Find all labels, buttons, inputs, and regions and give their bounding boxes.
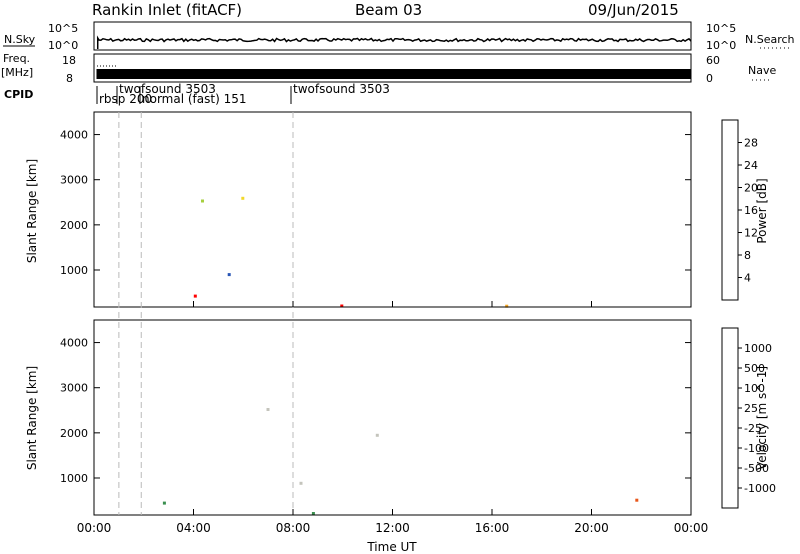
- echo-cell: [299, 481, 303, 485]
- y-tick-label: 1000: [60, 264, 88, 277]
- y-tick-label: 2000: [60, 219, 88, 232]
- echo-cell: [241, 196, 245, 200]
- colorbar-tick-label: 20: [744, 182, 758, 195]
- colorbar-tick-label: 25: [744, 402, 758, 415]
- echo-cell: [635, 498, 639, 502]
- echo-cell: [227, 273, 231, 277]
- velocity-ylabel: Slant Range [km]: [25, 366, 39, 470]
- x-tick-label: 16:00: [475, 521, 510, 535]
- nave-tick-bottom: 0: [706, 72, 713, 85]
- colorbar-tick-label: -1000: [744, 482, 776, 495]
- x-tick-label: 04:00: [176, 521, 211, 535]
- time-axis-label: Time UT: [366, 540, 417, 554]
- x-tick-label: 00:00: [674, 521, 709, 535]
- x-tick-label: 00:00: [77, 521, 112, 535]
- colorbar-tick-label: 500: [744, 362, 765, 375]
- y-tick-label: 4000: [60, 129, 88, 142]
- colorbar-tick-label: -500: [744, 462, 769, 475]
- echo-cell: [201, 199, 204, 203]
- cpid-change-lines: [118, 112, 294, 515]
- nsearch-tick-top: 10^5: [706, 22, 736, 35]
- y-tick-label: 4000: [60, 337, 88, 350]
- colorbar-tick-label: -25: [744, 422, 762, 435]
- cpid-row: CPID rbsp 200 twofsound 3503 normal (fas…: [4, 82, 390, 106]
- power-ylabel: Slant Range [km]: [25, 159, 39, 263]
- cpid-entry-2: twofsound 3503: [119, 82, 216, 96]
- power-colorbar-label: Power [dB]: [755, 178, 769, 243]
- colorbar-tick-label: 28: [744, 137, 758, 150]
- velocity-range-axis: 1000 2000 3000 4000: [60, 337, 691, 485]
- colorbar-tick-label: 24: [744, 159, 758, 172]
- station-title: Rankin Inlet (fitACF): [92, 1, 242, 19]
- freq-label-2: [MHz]: [1, 66, 33, 79]
- y-tick-label: 1000: [60, 472, 88, 485]
- nsearch-label: N.Search: [745, 33, 795, 46]
- velocity-panel: 1000 2000 3000 4000 Slant Range [km]: [25, 319, 692, 516]
- colorbar-tick-label: 100: [744, 382, 765, 395]
- x-tick-label: 20:00: [574, 521, 609, 535]
- freq-label-1: Freq.: [3, 52, 30, 65]
- y-tick-label: 3000: [60, 382, 88, 395]
- power-colorbar: 28 24 20 16 12 8 4: [721, 119, 758, 301]
- nsky-label: N.Sky: [4, 33, 36, 46]
- velocity-echo-cells: [162, 408, 639, 515]
- colorbar-tick-label: 12: [744, 227, 758, 240]
- nave-label: Nave: [748, 64, 776, 77]
- echo-cell: [375, 433, 379, 437]
- colorbar-tick-label: 4: [744, 272, 751, 285]
- x-tick-label: 08:00: [276, 521, 311, 535]
- cpid-label: CPID: [4, 88, 33, 101]
- colorbar-tick-label: 1000: [744, 342, 772, 355]
- y-tick-label: 3000: [60, 174, 88, 187]
- colorbar-frame: [721, 327, 739, 509]
- colorbar-tick-label: 16: [744, 204, 758, 217]
- velocity-colorbar: 1000 500 100 25 -25 -100 -500 -1000: [721, 327, 776, 509]
- nsky-tick-bottom: 10^0: [48, 39, 78, 52]
- nsearch-tick-bottom: 10^0: [706, 39, 736, 52]
- colorbar-tick-label: 8: [744, 249, 751, 262]
- colorbar-tick-label: -100: [744, 442, 769, 455]
- freq-panel: Freq. [MHz] 18 8 60 0 Nave: [1, 52, 776, 85]
- cpid-entry-1: rbsp 200: [99, 92, 152, 106]
- echo-cell: [162, 501, 166, 505]
- time-axis: 00:00 04:00 08:00 12:00 16:00 20:00 00:00: [77, 301, 709, 535]
- echo-cell: [340, 304, 344, 308]
- cpid-entry-4: twofsound 3503: [293, 82, 390, 96]
- cpid-entry-3: normal (fast) 151: [142, 92, 246, 106]
- echo-cell: [193, 294, 197, 298]
- echo-cell: [505, 304, 509, 308]
- colorbar-frame: [721, 119, 739, 301]
- nsky-trace: [96, 35, 692, 49]
- nave-tick-top: 60: [706, 54, 720, 67]
- echo-cell: [311, 512, 315, 515]
- nave-trace: [96, 69, 692, 79]
- y-tick-label: 2000: [60, 427, 88, 440]
- nsky-tick-top: 10^5: [48, 22, 78, 35]
- power-range-axis: 1000 2000 3000 4000: [60, 129, 691, 277]
- echo-cell: [266, 408, 270, 411]
- power-echo-cells: [193, 196, 509, 308]
- beam-title: Beam 03: [355, 1, 422, 19]
- date-title: 09/Jun/2015: [588, 1, 679, 19]
- power-panel: 1000 2000 3000 4000 Slant Range [km]: [25, 111, 692, 308]
- freq-tick-top: 18: [62, 54, 76, 67]
- nave-gap: [141, 66, 293, 69]
- freq-tick-bottom: 8: [66, 72, 73, 85]
- nsky-panel: N.Sky 10^5 10^0 10^5 10^0 N.Search: [3, 21, 795, 52]
- velocity-colorbar-label: Velocity [m s^-1]: [755, 366, 769, 470]
- x-tick-label: 12:00: [375, 521, 410, 535]
